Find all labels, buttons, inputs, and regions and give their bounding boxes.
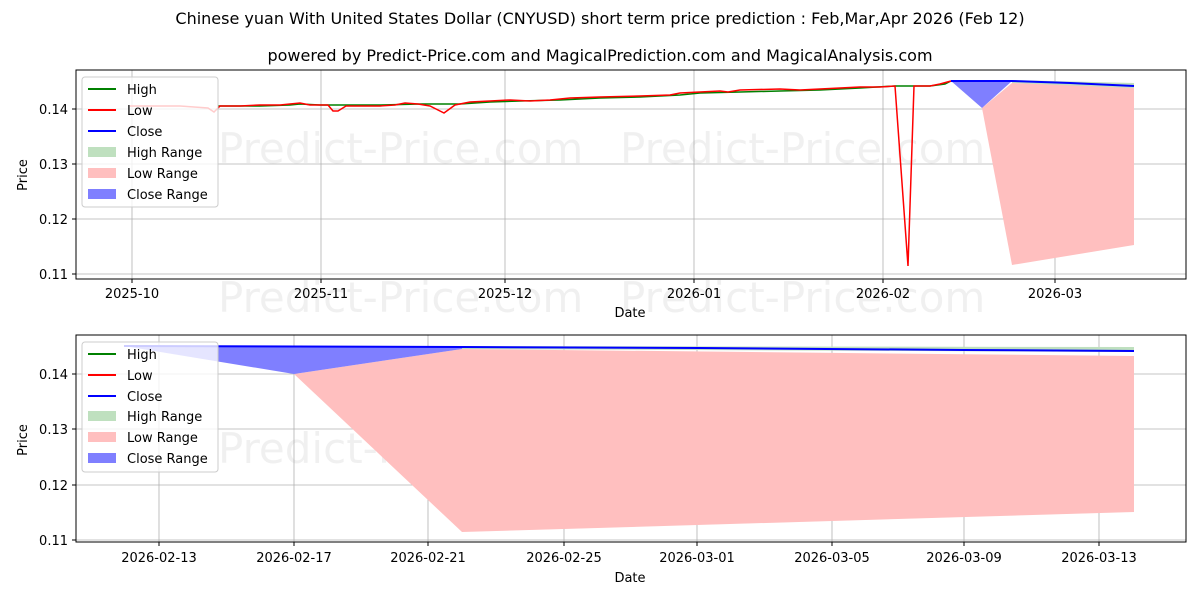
x-tick-label: 2025-11 (294, 287, 348, 302)
low-range-area (294, 349, 1134, 532)
y-tick-label: 0.12 (39, 479, 68, 494)
legend-high-range-swatch (88, 411, 116, 421)
legend-label: Low Range (127, 431, 198, 446)
y-tick-label: 0.12 (39, 213, 68, 228)
close-line (951, 80, 1135, 87)
legend-label: High (127, 83, 157, 98)
legend-label: Close Range (127, 452, 208, 467)
top-chart: Predict-Price.com Predict-Price.com Pred… (16, 69, 1187, 322)
legend-low-range-swatch (88, 168, 116, 178)
y-tick-label: 0.11 (39, 534, 68, 549)
x-tick-label: 2026-03-13 (1061, 551, 1137, 566)
legend: High Low Close High Range Low Range Clos… (81, 341, 219, 473)
top-axes-frame (75, 69, 1187, 280)
legend-label: Low (127, 104, 153, 119)
legend-close-range-swatch (88, 189, 116, 199)
y-tick-label: 0.11 (39, 268, 68, 283)
watermark: Predict-Price.com (218, 124, 583, 173)
legend-label: Low (127, 369, 153, 384)
y-tick-label: 0.13 (39, 158, 68, 173)
legend-low-range-swatch (88, 432, 116, 442)
x-tick-label: 2026-03 (1028, 287, 1082, 302)
legend-label: High (127, 348, 157, 363)
x-tick-label: 2025-12 (478, 287, 532, 302)
y-axis-label: Price (16, 424, 31, 456)
x-tick-label: 2026-02 (856, 287, 910, 302)
chart-title: Chinese yuan With United States Dollar (… (175, 9, 1025, 28)
bottom-chart: Predict-Price.com Predict-Price.com (16, 334, 1187, 586)
legend: High Low Close High Range Low Range Clos… (81, 76, 219, 208)
low-line (130, 80, 952, 267)
x-tick-label: 2026-02-13 (121, 551, 197, 566)
close-line (123, 345, 1135, 352)
x-tick-label: 2026-03-05 (794, 551, 870, 566)
x-tick-label: 2026-02-25 (526, 551, 602, 566)
x-tick-label: 2026-03-09 (926, 551, 1002, 566)
low-range-area (982, 83, 1134, 265)
x-axis-label: Date (614, 306, 645, 321)
y-tick-label: 0.13 (39, 423, 68, 438)
x-tick-label: 2025-10 (105, 287, 159, 302)
watermark: Predict-Price.com (620, 124, 985, 173)
bottom-axes-frame (75, 334, 1187, 543)
legend-label: Low Range (127, 167, 198, 182)
legend-label: High Range (127, 410, 202, 425)
y-tick-label: 0.14 (39, 103, 68, 118)
legend-label: Close (127, 390, 162, 405)
legend-high-range-swatch (88, 147, 116, 157)
y-axis-label: Price (16, 159, 31, 191)
x-tick-label: 2026-01 (667, 287, 721, 302)
watermark: Predict-Price.com (218, 273, 583, 322)
x-tick-label: 2026-02-17 (256, 551, 332, 566)
watermark: Predict-Price.com (620, 273, 985, 322)
x-tick-label: 2026-03-01 (659, 551, 735, 566)
y-tick-label: 0.14 (39, 368, 68, 383)
legend-label: High Range (127, 146, 202, 161)
x-tick-label: 2026-02-21 (390, 551, 466, 566)
close-range-area (951, 81, 1012, 108)
high-line (218, 80, 952, 107)
legend-label: Close (127, 125, 162, 140)
legend-label: Close Range (127, 188, 208, 203)
legend-close-range-swatch (88, 453, 116, 463)
x-axis-label: Date (614, 571, 645, 586)
chart-subtitle: powered by Predict-Price.com and Magical… (267, 46, 933, 65)
